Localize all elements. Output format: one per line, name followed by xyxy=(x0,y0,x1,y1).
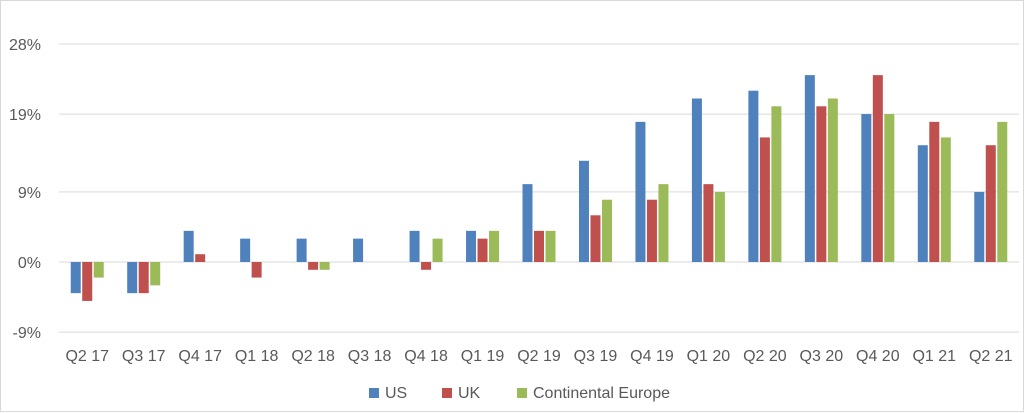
bar-uk-q3-20 xyxy=(816,106,827,263)
bar-uk-q2-21 xyxy=(985,145,996,262)
bar-continental-europe-q3-19 xyxy=(601,199,612,262)
bar-continental-europe-q1-19 xyxy=(489,230,500,262)
y-tick-label: 0% xyxy=(18,255,41,272)
x-tick-label: Q1 19 xyxy=(461,348,505,365)
bar-uk-q2-20 xyxy=(759,137,770,262)
x-tick-label: Q3 18 xyxy=(348,348,392,365)
x-axis-tick-labels: Q2 17 Q3 17 Q4 17 Q1 18 Q2 18 Q3 18 Q4 18 Q1 19… xyxy=(65,348,1012,365)
bar-us-q4-19 xyxy=(635,121,646,262)
bar-continental-europe-q2-20 xyxy=(771,106,782,263)
bar-continental-europe-q2-21 xyxy=(997,121,1008,262)
legend: US UK Continental Europe xyxy=(369,385,670,402)
bar-continental-europe-q2-19 xyxy=(545,230,556,262)
x-tick-label: Q2 19 xyxy=(517,348,561,365)
x-tick-label: Q2 20 xyxy=(743,348,787,365)
x-tick-label: Q3 19 xyxy=(574,348,618,365)
bar-us-q1-20 xyxy=(691,98,702,262)
bar-continental-europe-q1-21 xyxy=(940,137,951,262)
bar-uk-q1-20 xyxy=(703,184,714,262)
bar-uk-q4-17 xyxy=(195,254,206,262)
bar-uk-q1-21 xyxy=(929,121,940,262)
y-tick-label: 28% xyxy=(9,37,41,54)
bar-continental-europe-q1-20 xyxy=(714,191,725,262)
bar-uk-q3-17 xyxy=(138,262,149,294)
y-tick-label: -9% xyxy=(13,325,41,342)
x-tick-label: Q2 18 xyxy=(291,348,335,365)
bar-us-q4-20 xyxy=(861,114,872,262)
x-tick-label: Q1 20 xyxy=(687,348,731,365)
x-tick-label: Q4 19 xyxy=(630,348,674,365)
bar-us-q4-18 xyxy=(409,230,420,262)
bar-us-q3-17 xyxy=(127,262,138,294)
bar-uk-q2-19 xyxy=(534,230,544,262)
bar-uk-q4-19 xyxy=(646,199,657,262)
y-tick-label: 9% xyxy=(18,185,41,202)
bar-us-q3-19 xyxy=(578,160,589,262)
y-tick-label: 19% xyxy=(9,107,41,124)
gridlines xyxy=(59,43,1019,333)
x-tick-label: Q2 17 xyxy=(65,348,109,365)
bar-continental-europe-q3-17 xyxy=(150,262,161,286)
x-tick-label: Q4 18 xyxy=(404,348,448,365)
legend-swatch-uk xyxy=(442,388,452,398)
bar-uk-q4-18 xyxy=(421,262,432,270)
bar-us-q2-18 xyxy=(296,238,307,262)
legend-swatch-continental-europe xyxy=(517,388,527,398)
bar-us-q2-20 xyxy=(748,90,759,262)
legend-swatch-us xyxy=(369,388,379,398)
bar-uk-q2-18 xyxy=(308,262,319,270)
x-tick-label: Q4 17 xyxy=(178,348,222,365)
bar-us-q1-21 xyxy=(917,145,928,262)
x-tick-label: Q1 21 xyxy=(912,348,956,365)
bar-us-q2-17 xyxy=(70,262,81,294)
bar-us-q2-21 xyxy=(974,191,985,262)
bar-us-q4-17 xyxy=(183,230,194,262)
y-axis-tick-labels: 28% 19% 9% 0% -9% xyxy=(9,37,41,342)
legend-label-uk: UK xyxy=(458,385,481,402)
x-tick-label: Q1 18 xyxy=(235,348,279,365)
legend-label-continental-europe: Continental Europe xyxy=(533,385,670,402)
legend-label-us: US xyxy=(385,385,407,402)
bars xyxy=(70,75,1008,301)
bar-continental-europe-q4-19 xyxy=(658,184,669,262)
bar-uk-q3-19 xyxy=(590,215,601,262)
x-tick-label: Q4 20 xyxy=(856,348,900,365)
bar-continental-europe-q2-17 xyxy=(93,262,104,278)
bar-uk-q1-18 xyxy=(251,262,262,278)
x-tick-label: Q2 21 xyxy=(969,348,1013,365)
bar-continental-europe-q4-18 xyxy=(432,238,443,262)
bar-uk-q1-19 xyxy=(477,238,488,262)
bar-continental-europe-q4-20 xyxy=(884,114,895,262)
bar-us-q1-18 xyxy=(240,238,251,262)
bar-continental-europe-q2-18 xyxy=(319,262,330,270)
bar-us-q3-18 xyxy=(353,238,364,262)
bar-us-q2-19 xyxy=(522,184,533,262)
x-tick-label: Q3 20 xyxy=(800,348,844,365)
bar-continental-europe-q3-20 xyxy=(827,98,838,262)
bar-us-q3-20 xyxy=(804,75,815,263)
bar-uk-q2-17 xyxy=(82,262,93,301)
bar-us-q1-19 xyxy=(466,230,477,262)
x-tick-label: Q3 17 xyxy=(122,348,166,365)
bar-uk-q4-20 xyxy=(872,75,883,263)
